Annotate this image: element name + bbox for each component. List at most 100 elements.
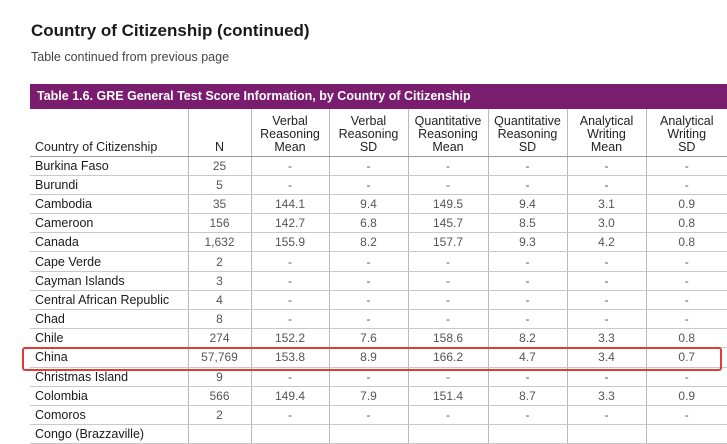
table-row: Comoros 2- - - - - - <box>30 405 727 426</box>
cell-quant-mean <box>408 424 489 444</box>
cell-country: Cape Verde <box>30 251 189 272</box>
header-line: Analytical <box>579 113 634 128</box>
cell-n: 1,632 <box>188 232 252 253</box>
header-line: Reasoning <box>418 126 478 141</box>
cell-verbal-mean: - <box>251 175 330 195</box>
cell-country: Central African Republic <box>30 290 189 311</box>
header-quant-sd: Quantitative Reasoning SD <box>488 109 568 157</box>
cell-n: 566 <box>188 386 252 406</box>
header-line: Reasoning <box>260 126 320 141</box>
cell-quant-sd: - <box>488 271 568 291</box>
header-line: Quantitative <box>494 113 561 128</box>
cell-writing-mean: - <box>567 367 647 387</box>
cell-verbal-sd: - <box>329 156 409 176</box>
cell-quant-sd: - <box>488 175 568 195</box>
cell-quant-sd <box>488 424 568 444</box>
cell-verbal-sd: - <box>329 290 409 311</box>
cell-quant-sd: 8.2 <box>488 328 568 349</box>
cell-country: Cameroon <box>30 213 189 234</box>
cell-country: Cayman Islands <box>30 271 189 291</box>
header-verbal-mean: Verbal Reasoning Mean <box>251 109 330 157</box>
cell-writing-sd <box>646 424 727 444</box>
cell-quant-sd: - <box>488 290 568 311</box>
header-line: Mean <box>274 139 306 154</box>
cell-quant-sd: - <box>488 405 568 426</box>
cell-writing-mean: - <box>567 175 647 195</box>
cell-writing-sd: 0.8 <box>646 213 727 234</box>
table-row: Chad 8- - - - - - <box>30 309 727 330</box>
cell-quant-mean: - <box>408 156 489 176</box>
cell-writing-mean: 3.4 <box>567 347 647 368</box>
cell-n: 9 <box>188 367 252 387</box>
cell-quant-mean: 149.5 <box>408 194 489 215</box>
cell-verbal-mean: - <box>251 271 330 291</box>
cell-quant-sd: 9.4 <box>488 194 568 215</box>
cell-country: Christmas Island <box>30 367 189 387</box>
cell-quant-sd: - <box>488 251 568 272</box>
cell-quant-mean: - <box>408 309 489 330</box>
cell-verbal-mean: - <box>251 156 330 176</box>
cell-n: 274 <box>188 328 252 349</box>
cell-writing-mean: 4.2 <box>567 232 647 253</box>
cell-n: 3 <box>188 271 252 291</box>
cell-n: 8 <box>188 309 252 330</box>
header-line: Analytical <box>660 113 714 128</box>
cell-quant-sd: 9.3 <box>488 232 568 253</box>
cell-quant-mean: 166.2 <box>408 347 489 368</box>
cell-writing-mean: - <box>567 405 647 426</box>
cell-verbal-mean: 144.1 <box>251 194 330 215</box>
cell-country: Cambodia <box>30 194 189 215</box>
cell-country: Burundi <box>30 175 189 195</box>
cell-writing-mean: - <box>567 271 647 291</box>
cell-writing-mean: 3.0 <box>567 213 647 234</box>
cell-verbal-mean <box>251 424 330 444</box>
cell-verbal-mean: - <box>251 309 330 330</box>
cell-quant-mean: 151.4 <box>408 386 489 406</box>
cell-quant-mean: - <box>408 271 489 291</box>
cell-writing-mean: - <box>567 156 647 176</box>
cell-writing-mean: 3.3 <box>567 328 647 349</box>
cell-quant-sd: 8.7 <box>488 386 568 406</box>
cell-writing-sd: - <box>646 367 727 387</box>
cell-verbal-mean: 149.4 <box>251 386 330 406</box>
header-line: Quantitative <box>414 113 482 128</box>
cell-verbal-mean: 155.9 <box>251 232 330 253</box>
table-row: Chile 274 152.2 7.6 158.6 8.2 3.3 0.8 <box>30 328 727 349</box>
cell-writing-mean: 3.3 <box>567 386 647 406</box>
cell-quant-sd: 4.7 <box>488 347 568 368</box>
cell-writing-sd: - <box>646 251 727 272</box>
header-n-label: N <box>214 139 225 154</box>
header-country-label: Country of Citizenship <box>35 139 158 154</box>
table-caption: Table 1.6. GRE General Test Score Inform… <box>30 84 727 109</box>
table-row: Canada 1,632 155.9 8.2 157.7 9.3 4.2 0.8 <box>30 232 727 253</box>
table-row: Congo (Brazzaville) <box>30 424 727 444</box>
cell-writing-mean <box>567 424 647 444</box>
cell-verbal-sd: - <box>329 309 409 330</box>
table-row: Christmas Island 9- - - - - - <box>30 367 727 387</box>
cell-writing-sd: - <box>646 271 727 291</box>
cell-country: Burkina Faso <box>30 156 189 176</box>
cell-quant-mean: 157.7 <box>408 232 489 253</box>
header-line: Verbal <box>272 113 308 128</box>
cell-verbal-sd: 7.9 <box>329 386 409 406</box>
table-row: Burkina Faso 25- - - - - - <box>30 156 727 176</box>
cell-writing-sd: - <box>646 405 727 426</box>
cell-writing-mean: - <box>567 290 647 311</box>
cell-writing-sd: 0.8 <box>646 232 727 253</box>
cell-verbal-mean: 153.8 <box>251 347 330 368</box>
gre-score-table: Country of Citizenship N Verbal Reasonin… <box>30 109 727 444</box>
cell-verbal-sd: - <box>329 405 409 426</box>
cell-n: 4 <box>188 290 252 311</box>
cell-n: 156 <box>188 213 252 234</box>
cell-writing-mean: - <box>567 309 647 330</box>
cell-writing-sd: - <box>646 290 727 311</box>
cell-writing-sd: - <box>646 156 727 176</box>
table-row: China 57,769 153.8 8.9 166.2 4.7 3.4 0.7 <box>30 347 727 368</box>
cell-verbal-sd: - <box>329 251 409 272</box>
page-subtitle: Table continued from previous page <box>31 50 230 64</box>
cell-writing-mean: 3.1 <box>567 194 647 215</box>
cell-country: China <box>30 347 189 368</box>
table-row: Burundi 5- - - - - - <box>30 175 727 195</box>
cell-country: Colombia <box>30 386 189 406</box>
cell-country: Congo (Brazzaville) <box>30 424 189 444</box>
